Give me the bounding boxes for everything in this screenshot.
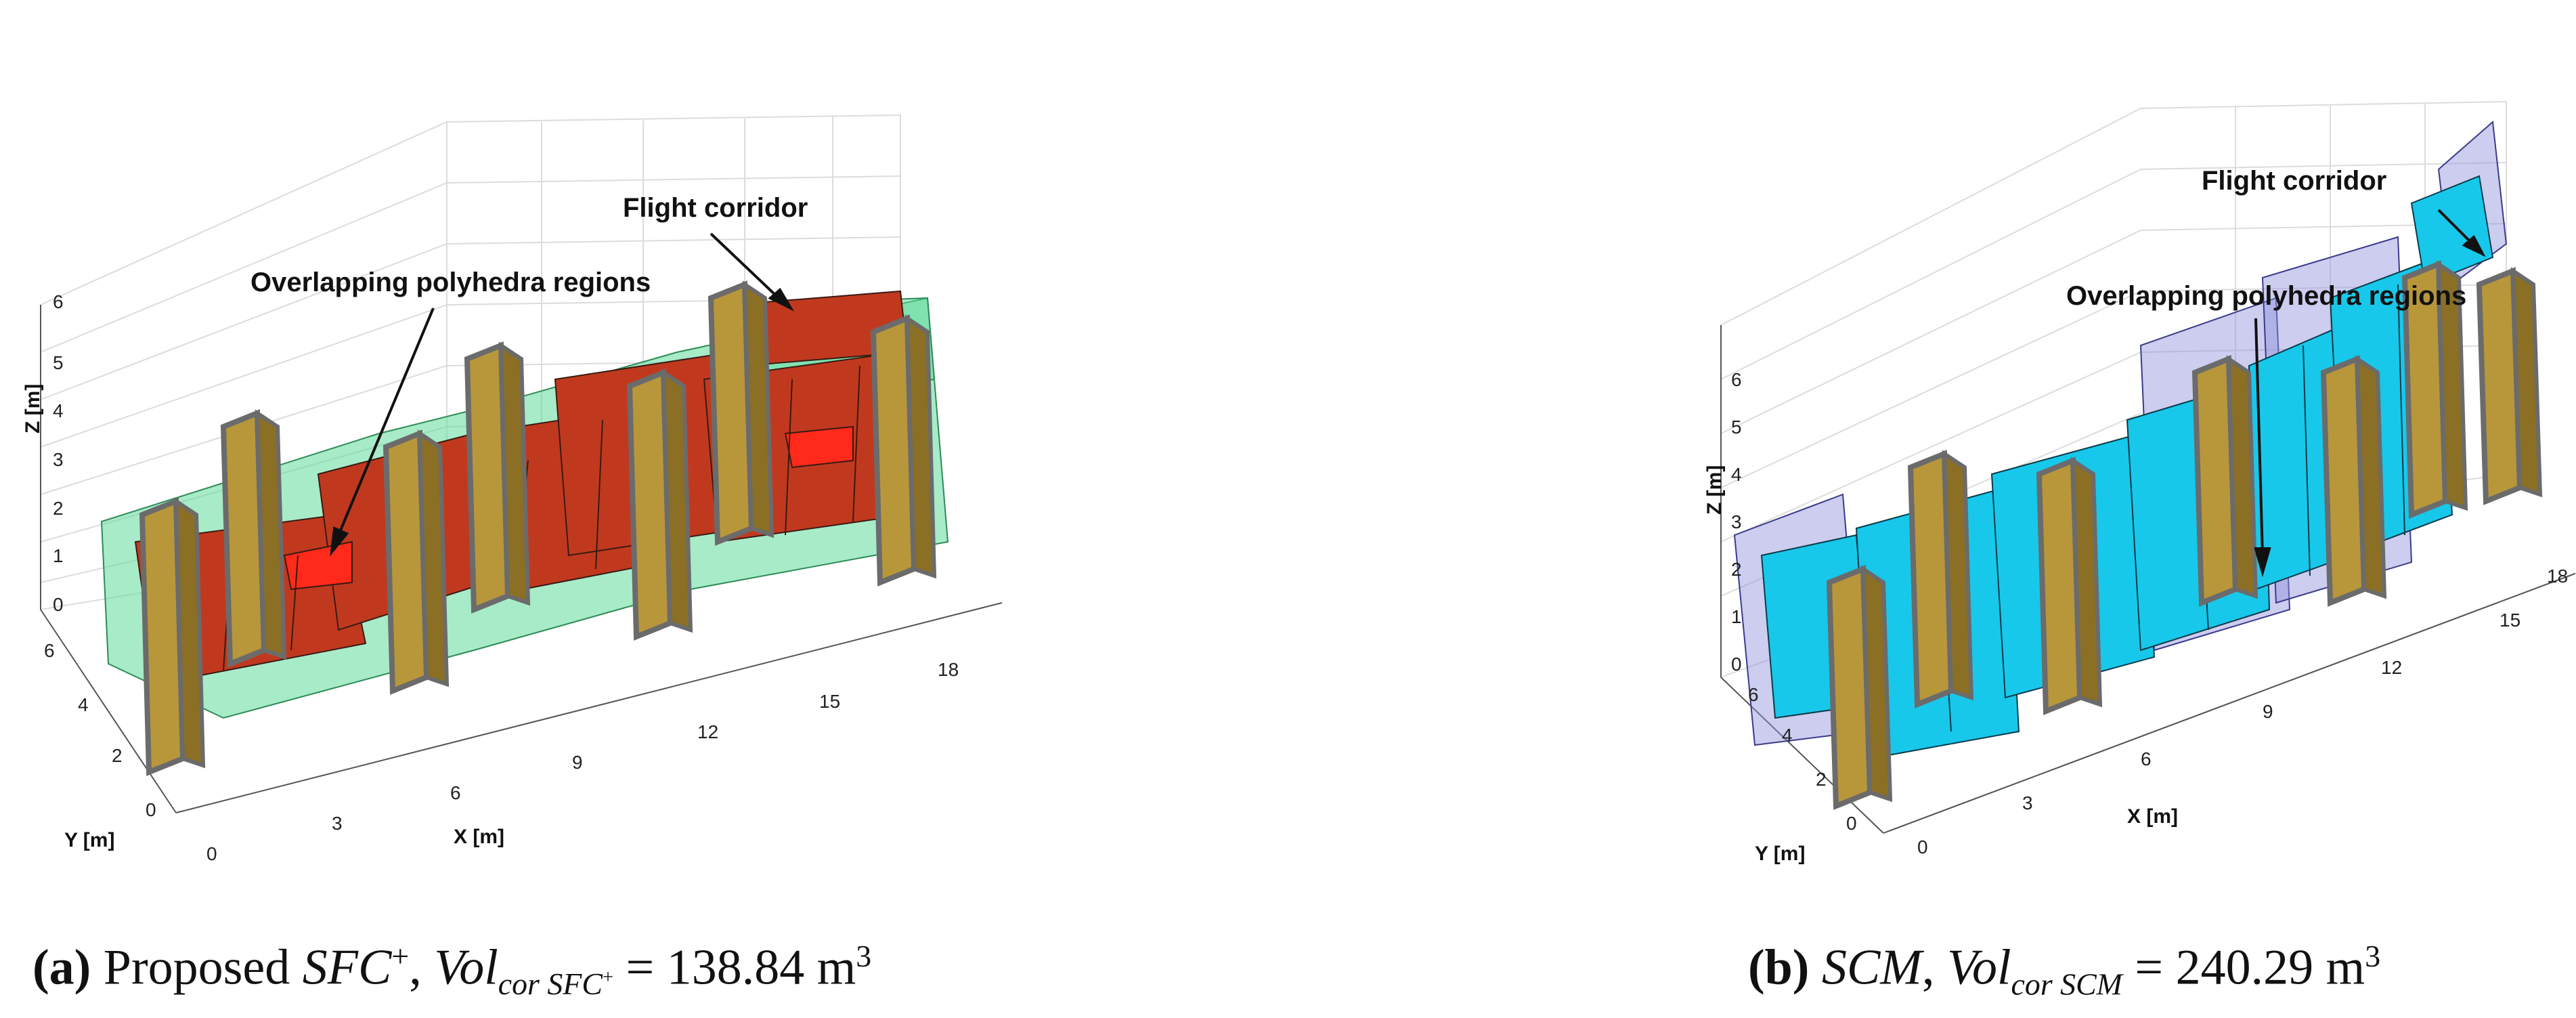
svg-text:6: 6 (44, 640, 55, 661)
svg-text:15: 15 (819, 691, 840, 712)
svg-text:0: 0 (1731, 654, 1742, 675)
svg-text:9: 9 (2263, 701, 2273, 722)
svg-text:6: 6 (1748, 684, 1759, 705)
annotation-corridor: Flight corridor (623, 193, 808, 223)
svg-text:0: 0 (146, 799, 156, 820)
svg-text:0: 0 (206, 843, 217, 864)
z-axis-label: Z [m] (1703, 465, 1726, 515)
caption-b: (b) SCM, Volcor SCM = 240.29 m3 (1748, 939, 2381, 1002)
y-axis-label: Y [m] (1755, 843, 1805, 865)
svg-text:1: 1 (53, 545, 64, 566)
svg-text:9: 9 (572, 752, 583, 773)
annotation-corridor: Flight corridor (2202, 166, 2386, 196)
z-ticks: 0 1 2 3 4 5 6 (53, 291, 64, 615)
svg-text:15: 15 (2499, 610, 2520, 631)
svg-text:3: 3 (53, 449, 64, 470)
z-ticks: 0 1 2 3 4 5 6 (1731, 369, 1742, 675)
svg-text:5: 5 (53, 352, 64, 373)
axes-frame (1720, 325, 2575, 834)
svg-text:18: 18 (2547, 566, 2568, 587)
svg-text:12: 12 (2381, 657, 2402, 678)
svg-text:2: 2 (53, 498, 64, 519)
svg-text:3: 3 (2022, 792, 2033, 813)
x-axis-label: X [m] (454, 826, 504, 848)
annotation-overlap: Overlapping polyhedra regions (250, 268, 651, 297)
svg-text:5: 5 (1731, 417, 1742, 438)
svg-text:2: 2 (1731, 559, 1742, 580)
svg-text:6: 6 (450, 782, 461, 803)
svg-text:0: 0 (53, 594, 64, 615)
plot-3d-scm: Overlapping polyhedra regions Flight cor… (1703, 100, 2575, 865)
annotation-arrows (330, 232, 795, 557)
panel-b: Overlapping polyhedra regions Flight cor… (1288, 0, 2575, 1018)
svg-text:4: 4 (53, 400, 64, 421)
svg-text:6: 6 (2141, 748, 2152, 769)
svg-text:18: 18 (938, 659, 959, 680)
y-axis-label: Y [m] (64, 829, 114, 851)
svg-text:3: 3 (332, 813, 343, 834)
x-axis-label: X [m] (2127, 805, 2178, 828)
plot-3d-sfc: Overlapping polyhedra regions Flight cor… (22, 114, 1003, 864)
svg-text:2: 2 (112, 745, 123, 766)
svg-text:2: 2 (1816, 769, 1827, 790)
svg-text:3: 3 (1731, 511, 1742, 532)
obstacle-walls (1826, 260, 2543, 810)
svg-text:6: 6 (1731, 369, 1742, 390)
annotation-overlap: Overlapping polyhedra regions (2066, 281, 2466, 311)
x-ticks: 0 3 6 9 12 15 18 (206, 659, 959, 864)
panel-a: Overlapping polyhedra regions Flight cor… (22, 114, 1003, 1002)
x-ticks: 0 3 6 9 12 15 18 (1917, 566, 2568, 857)
svg-text:4: 4 (1731, 464, 1742, 485)
svg-text:6: 6 (53, 291, 64, 312)
svg-text:0: 0 (1917, 836, 1928, 857)
y-ticks: 0 2 4 6 (1748, 684, 1857, 834)
annotation-arrows (2254, 209, 2486, 578)
svg-text:4: 4 (78, 694, 89, 715)
svg-text:4: 4 (1782, 725, 1793, 746)
z-axis-label: Z [m] (22, 384, 44, 433)
y-ticks: 0 2 4 6 (44, 640, 156, 820)
obstacle-walls (139, 280, 937, 776)
svg-text:0: 0 (1846, 813, 1857, 834)
svg-text:1: 1 (1731, 606, 1742, 627)
caption-a: (a) Proposed SFC+, Volcor SFC+ = 138.84 … (32, 939, 872, 1002)
axes-frame (40, 305, 1003, 813)
svg-text:12: 12 (697, 721, 718, 742)
